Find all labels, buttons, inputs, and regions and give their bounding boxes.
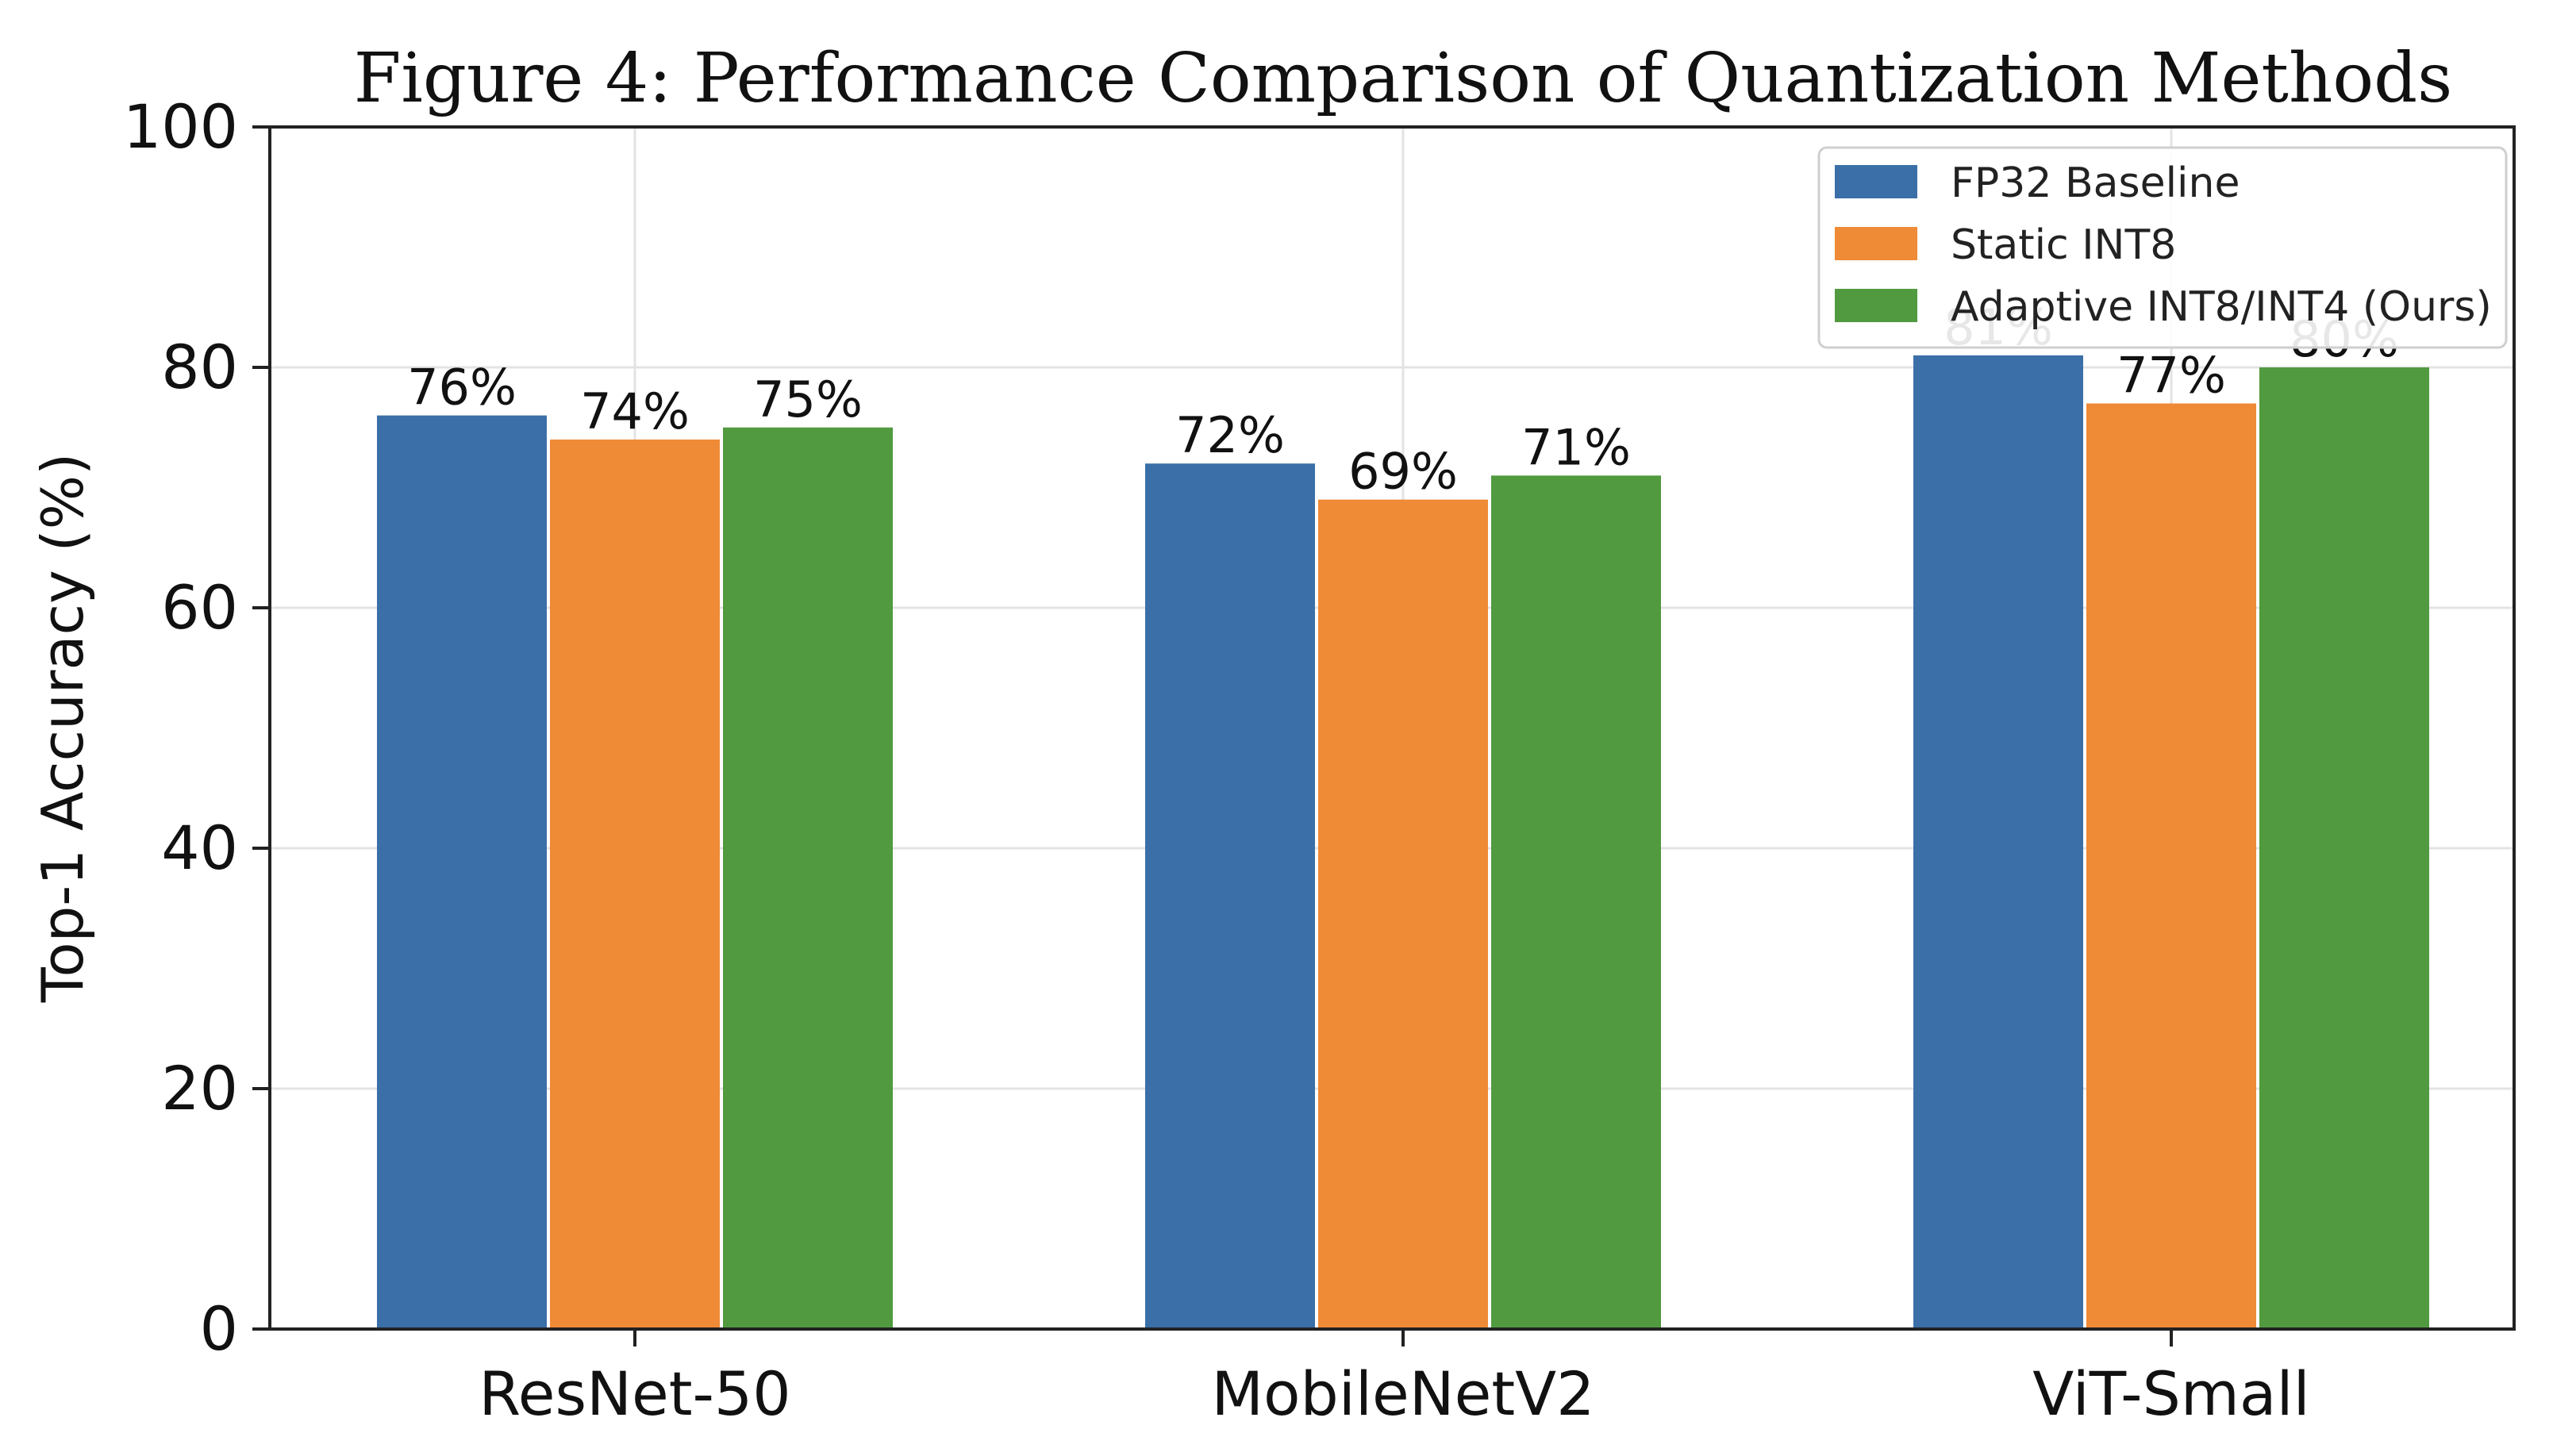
x-axis-ticks: ResNet-50 MobileNetV2 ViT-Small: [479, 1329, 2310, 1429]
y-tick-label: 100: [123, 91, 238, 162]
y-tick-label: 0: [200, 1293, 238, 1364]
bar: [2259, 367, 2429, 1329]
y-tick-label: 80: [161, 332, 238, 402]
legend-swatch: [1835, 227, 1917, 260]
bar-value-label: 71%: [1521, 418, 1631, 476]
bar: [377, 415, 547, 1329]
bar-value-label: 77%: [2117, 346, 2226, 404]
plot-frame: [268, 125, 2516, 1331]
legend-label: Adaptive INT8/INT4 (Ours): [1951, 283, 2492, 331]
bar: [1491, 475, 1661, 1329]
y-axis-label: Top-1 Accuracy (%): [29, 453, 96, 1003]
y-tick-label: 60: [161, 572, 238, 643]
bars: [377, 355, 2429, 1330]
bar: [1913, 355, 2083, 1330]
legend-box: [1817, 146, 2508, 349]
legend-swatch: [1835, 165, 1917, 198]
y-tick-label: 20: [161, 1053, 238, 1124]
bar: [1145, 463, 1315, 1330]
legend-swatch: [1835, 289, 1917, 322]
bar: [723, 427, 893, 1329]
bar-value-label: 72%: [1175, 406, 1285, 464]
bar: [550, 439, 720, 1329]
bar-value-label: 75%: [753, 371, 863, 428]
y-axis-ticks: 0 20 40 60 80 100: [123, 91, 270, 1364]
x-tick-label: MobileNetV2: [1211, 1358, 1594, 1429]
bar-value-label: 69%: [1348, 443, 1458, 501]
x-tick-label: ResNet-50: [479, 1358, 790, 1429]
bar: [2086, 403, 2256, 1330]
legend: FP32 Baseline Static INT8 Adaptive INT8/IN…: [1817, 146, 2508, 349]
y-tick-label: 40: [161, 813, 238, 883]
chart-title: Figure 4: Performance Comparison of Quan…: [354, 39, 2453, 118]
bar-value-label: 76%: [407, 359, 517, 417]
legend-label: FP32 Baseline: [1951, 159, 2240, 207]
bar: [1318, 499, 1488, 1329]
x-tick-label: ViT-Small: [2032, 1358, 2309, 1429]
bar-value-label: 74%: [580, 382, 690, 440]
legend-label: Static INT8: [1951, 221, 2176, 269]
